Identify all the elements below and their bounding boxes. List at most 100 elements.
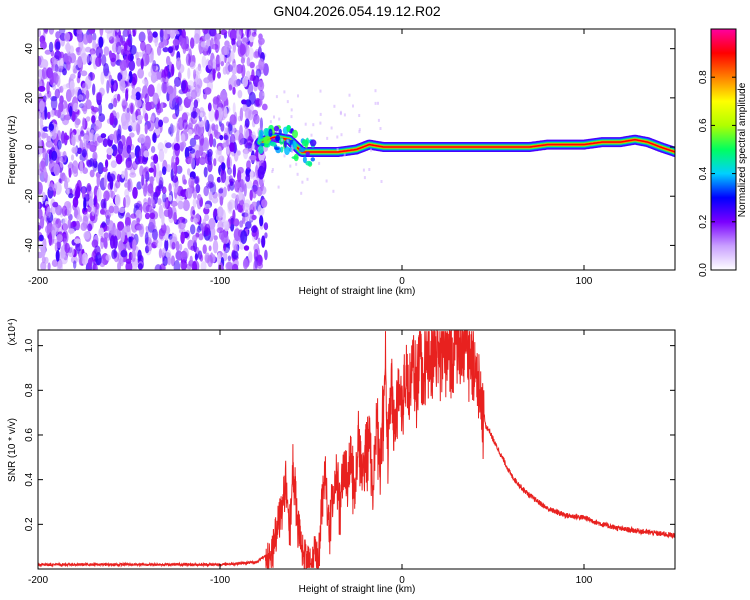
- heatmap-cell: [142, 167, 149, 179]
- heatmap-cell: [251, 114, 258, 121]
- heatmap-cell: [132, 160, 138, 171]
- heatmap-cell: [236, 78, 241, 86]
- heatmap-cell: [262, 92, 265, 96]
- heatmap-cell: [187, 168, 191, 176]
- heatmap-cell: [168, 194, 173, 202]
- heatmap-cell: [42, 95, 47, 103]
- heatmap-cell: [41, 132, 49, 138]
- heatmap-cell: [170, 200, 178, 207]
- heatmap-cell: [220, 29, 228, 36]
- heatmap-cell: [223, 107, 228, 118]
- heatmap-cell: [192, 234, 198, 243]
- heatmap-cell: [161, 81, 168, 94]
- heatmap-cell: [144, 112, 149, 123]
- y-tick-label: 0.2: [24, 517, 35, 531]
- heatmap-cell: [263, 222, 269, 231]
- heatmap-cell: [207, 59, 213, 70]
- heatmap-cell: [319, 89, 322, 93]
- heatmap-cell: [135, 86, 142, 93]
- heatmap-cell: [152, 132, 157, 143]
- y-multiplier-label: (x10⁴): [7, 318, 18, 345]
- heatmap-cell: [233, 218, 240, 227]
- heatmap-cell: [40, 261, 47, 270]
- heatmap-cell: [178, 166, 182, 172]
- heatmap-cell: [130, 103, 134, 115]
- heatmap-cell: [82, 33, 89, 45]
- heatmap-cell: [251, 31, 257, 37]
- heatmap-cell: [180, 231, 185, 244]
- x-tick-label: 0: [399, 575, 405, 586]
- heatmap-cell: [46, 81, 50, 94]
- heatmap-cell: [257, 80, 265, 92]
- heatmap-cell: [194, 253, 198, 261]
- heatmap-cell: [48, 123, 54, 131]
- heatmap-cell: [38, 131, 41, 138]
- heatmap-cell: [55, 41, 61, 50]
- heatmap-cell: [142, 102, 146, 114]
- heatmap-cell: [290, 108, 293, 112]
- heatmap-cell: [38, 55, 42, 67]
- heatmap-cell: [189, 255, 193, 264]
- heatmap-cell: [80, 130, 85, 137]
- heatmap-cell: [227, 44, 232, 51]
- heatmap-cell: [38, 85, 46, 92]
- heatmap-cell: [124, 107, 130, 121]
- x-tick-label: 100: [576, 575, 593, 586]
- y-tick-label: -40: [24, 238, 35, 253]
- heatmap-cell: [119, 78, 126, 92]
- heatmap-cell: [62, 175, 68, 182]
- heatmap-cell: [158, 41, 164, 49]
- heatmap-cell: [225, 261, 233, 270]
- heatmap-cell: [150, 72, 157, 84]
- heatmap-cell: [87, 223, 93, 232]
- heatmap-cell: [231, 193, 237, 199]
- heatmap-cell: [86, 53, 90, 64]
- heatmap-cell: [62, 84, 69, 90]
- heatmap-cell: [58, 101, 64, 113]
- heatmap-cell: [363, 176, 366, 180]
- heatmap-cell: [38, 110, 42, 119]
- heatmap-cell: [259, 117, 263, 131]
- heatmap-cell: [39, 116, 44, 130]
- heatmap-cell: [217, 71, 221, 79]
- heatmap-cell: [203, 166, 208, 178]
- heatmap-cell: [117, 140, 124, 155]
- heatmap-cell: [63, 132, 68, 146]
- heatmap-cell: [185, 187, 193, 199]
- heatmap-cell: [161, 247, 167, 256]
- heatmap-cell: [283, 154, 286, 158]
- heatmap-cell: [81, 82, 89, 94]
- heatmap-cell: [269, 120, 272, 124]
- heatmap-cell: [289, 139, 294, 145]
- heatmap-cell: [245, 29, 251, 38]
- heatmap-cell: [180, 133, 186, 143]
- heatmap-cell: [96, 174, 101, 188]
- heatmap-cell: [250, 169, 254, 180]
- heatmap-cell: [118, 258, 124, 264]
- heatmap-cell: [51, 57, 57, 64]
- heatmap-cell: [169, 123, 174, 137]
- heatmap-cell: [52, 183, 58, 192]
- heatmap-cell: [64, 180, 69, 190]
- heatmap-cell: [172, 38, 180, 46]
- heatmap-cell: [260, 142, 265, 146]
- heatmap-cell: [74, 189, 79, 201]
- heatmap-cell: [115, 41, 122, 55]
- heatmap-cell: [232, 164, 236, 178]
- heatmap-cell: [257, 165, 265, 180]
- heatmap-cell: [239, 124, 243, 137]
- heatmap-cell: [102, 138, 108, 148]
- heatmap-cell: [257, 254, 263, 265]
- heatmap-cell: [38, 225, 42, 231]
- heatmap-cell: [208, 191, 213, 201]
- heatmap-cell: [66, 202, 72, 216]
- heatmap-cell: [251, 225, 258, 233]
- heatmap-cell: [225, 61, 231, 75]
- heatmap-cell: [274, 147, 280, 151]
- heatmap-cell: [117, 93, 121, 102]
- heatmap-cell: [126, 39, 131, 46]
- heatmap-cell: [229, 29, 237, 42]
- heatmap-cell: [100, 71, 105, 85]
- heatmap-cell: [187, 80, 195, 90]
- heatmap-cell: [109, 176, 114, 190]
